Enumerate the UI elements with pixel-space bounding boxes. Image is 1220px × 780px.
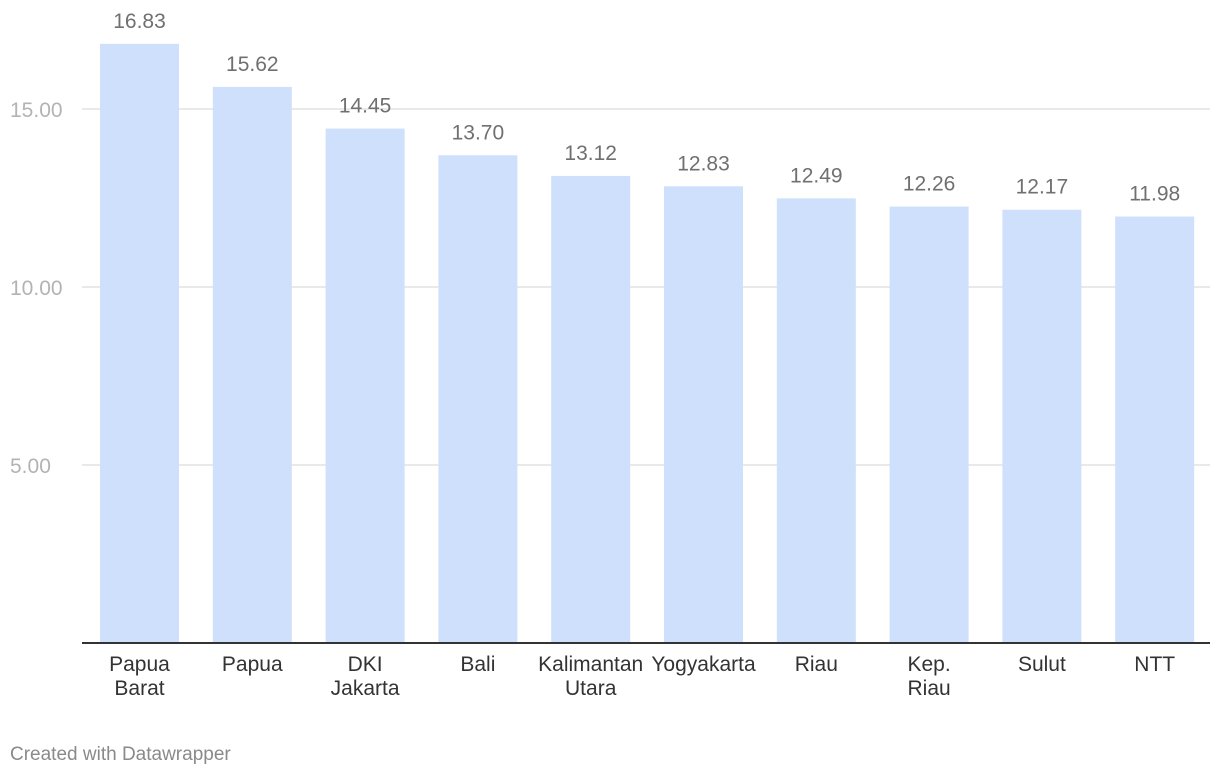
value-label: 11.98: [1129, 183, 1180, 206]
category-label-line: Bali: [460, 653, 495, 676]
category-label-line: Kalimantan: [538, 653, 643, 676]
category-label: Kep. Riau: [907, 653, 950, 700]
category-label-line: Barat: [114, 677, 164, 700]
category-label-line: Jakarta: [331, 677, 400, 700]
category-label-line: Papua: [222, 653, 283, 676]
bar: [664, 186, 743, 643]
bar: [551, 175, 631, 644]
category-label-line: NTT: [1134, 653, 1175, 676]
credit-footer: Created with Datawrapper: [10, 744, 231, 765]
bar: [212, 86, 292, 644]
y-tick-label: 15.00: [10, 99, 63, 122]
category-label-line: Riau: [907, 677, 950, 700]
category-label: Sulut: [1018, 653, 1066, 676]
bar: [100, 43, 179, 644]
category-label: Papua Barat: [109, 653, 170, 700]
value-label: 13.70: [452, 121, 505, 144]
category-label: Kalimantan Utara: [538, 653, 643, 700]
value-label: 12.26: [903, 173, 956, 196]
value-label: 14.45: [339, 95, 392, 118]
category-label-line: Utara: [565, 677, 617, 700]
category-label: NTT: [1134, 653, 1175, 676]
category-label-line: Sulut: [1018, 653, 1066, 676]
category-label: Bali: [460, 653, 495, 676]
category-label-line: Papua: [109, 653, 170, 676]
category-label-line: DKI: [348, 653, 383, 676]
category-label: Papua: [222, 653, 283, 676]
category-label-line: Riau: [795, 653, 838, 676]
bar: [1002, 209, 1082, 644]
bar: [325, 128, 405, 643]
bar: [889, 206, 969, 643]
value-label: 16.83: [113, 10, 166, 33]
value-label: 15.62: [226, 53, 279, 76]
value-label: 12.49: [790, 164, 843, 187]
category-label: DKI Jakarta: [331, 653, 400, 700]
category-label-line: Yogyakarta: [651, 653, 756, 676]
bar: [776, 198, 856, 643]
bar: [438, 155, 518, 643]
y-tick-label: 10.00: [10, 277, 63, 300]
value-label: 12.17: [1016, 176, 1069, 199]
value-label: 12.83: [677, 152, 730, 175]
y-tick-label: 5.00: [10, 455, 51, 478]
category-label: Riau: [795, 653, 838, 676]
category-label: Yogyakarta: [651, 653, 756, 676]
category-label-line: Kep.: [907, 653, 950, 676]
bar: [1115, 216, 1195, 643]
value-label: 13.12: [564, 142, 617, 165]
